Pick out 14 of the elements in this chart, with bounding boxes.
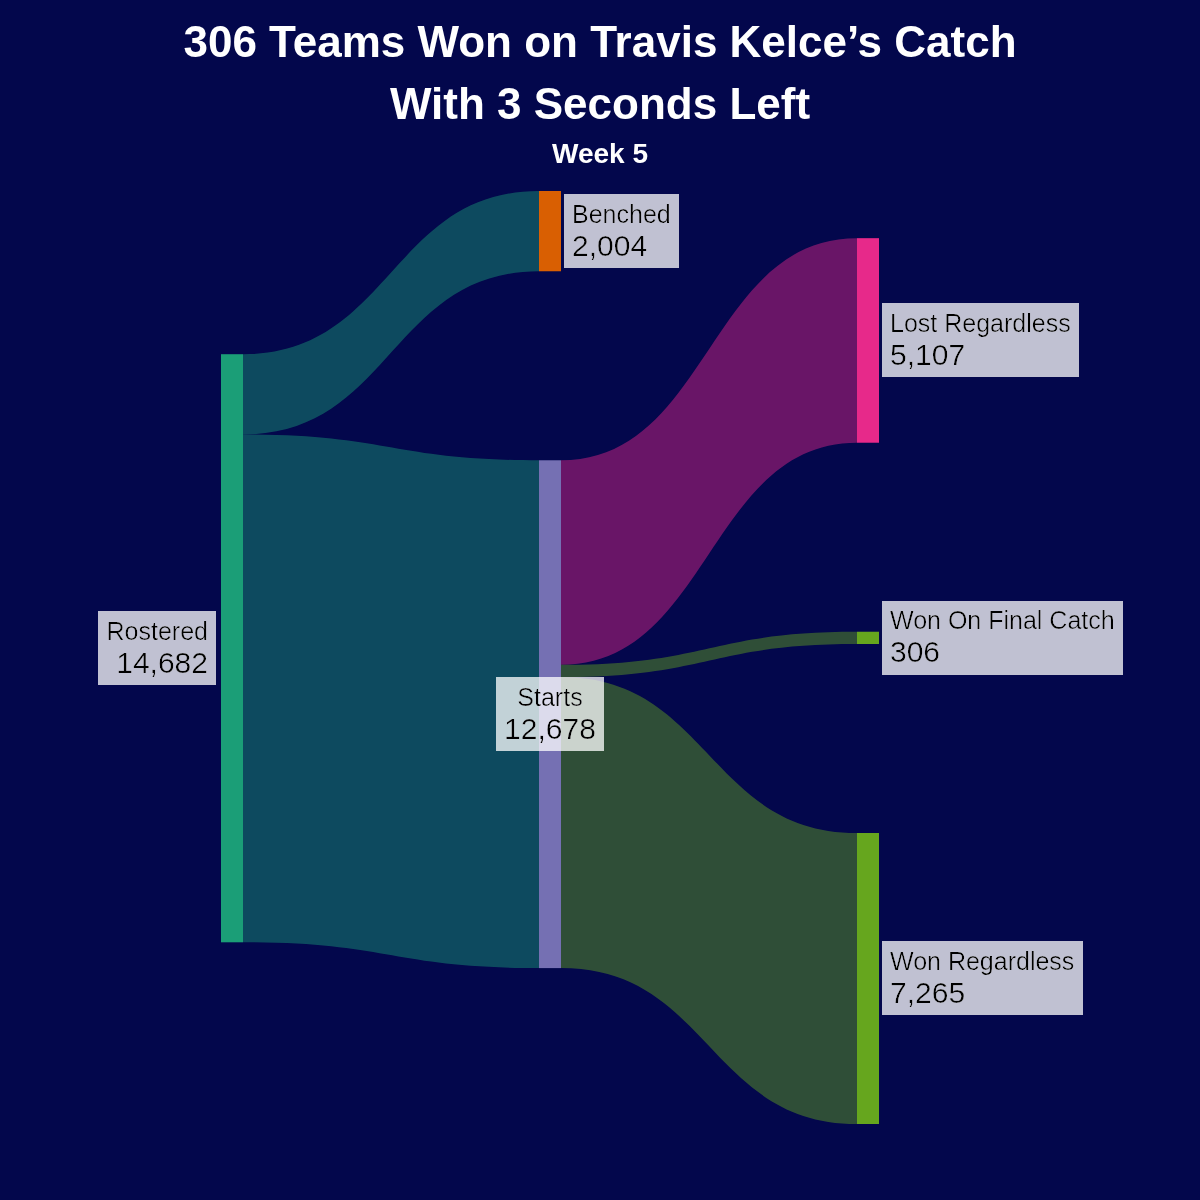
data-label: 7,265 — [890, 976, 966, 1009]
category-label: Benched — [572, 199, 671, 228]
data-label: 14,682 — [116, 645, 208, 679]
data-label: 12,678 — [504, 711, 596, 745]
text: Week 5 — [552, 138, 648, 169]
data-label: 5,107 — [890, 337, 966, 371]
category-label: Starts — [517, 682, 583, 711]
category-label: Rostered — [106, 616, 208, 645]
text: 306 Teams Won on Travis Kelce’s Catch With 3 Seconds Left — [183, 17, 1017, 128]
category-label: Lost Regardless — [890, 308, 1071, 337]
data-label: 2,004 — [572, 228, 648, 262]
category-label: Won On Final Catch — [890, 606, 1115, 635]
category-label: Won Regardless — [890, 947, 1075, 975]
data-label: 306 — [890, 635, 941, 669]
